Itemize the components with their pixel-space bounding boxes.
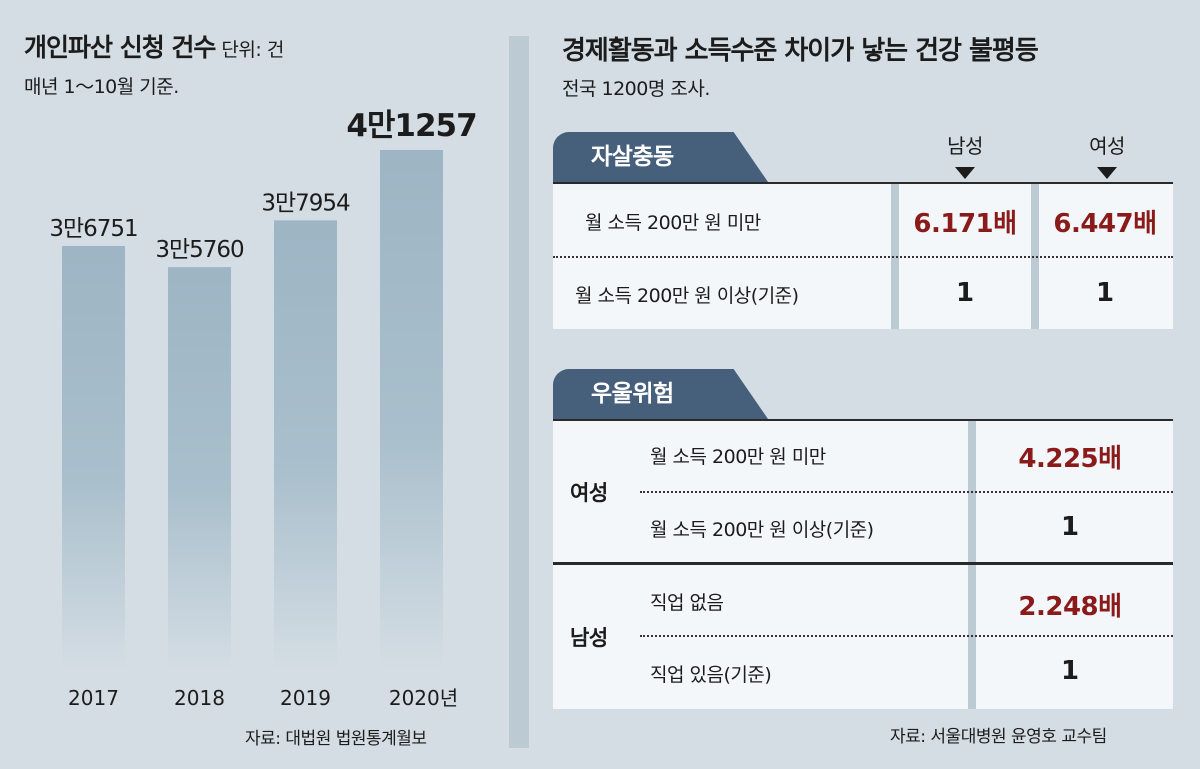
column-header-male: 남성 [947,134,983,158]
column-header-female: 여성 [1089,134,1125,158]
bar-2017 [62,246,125,670]
x-tick-label: 2019 [280,686,331,710]
divider [509,36,529,748]
row-label: 월 소득 200만 원 미만 [650,446,826,468]
table2-value-column [968,421,1173,709]
data-label: 4만1257 [346,108,476,144]
data-label: 3만5760 [155,237,244,263]
x-tick-label: 2020년 [389,686,458,710]
row-divider [553,256,1173,258]
x-tick-label: 2017 [68,686,119,710]
right-source: 자료: 서울대병원 윤영호 교수팀 [890,727,1107,747]
table2-top-rule [553,419,1173,421]
bar-chart: 3만6751 2017 3만5760 2018 3만7954 2019 4만1257 2020… [49,108,477,710]
bar-2019 [274,220,337,670]
chart-title: 개인파산 신청 건수 단위: 건 [24,33,284,62]
row-label: 월 소득 200만 원 이상(기준) [575,285,799,307]
data-label: 3만7954 [261,190,350,216]
table-subtitle: 전국 1200명 조사. [562,78,710,100]
value-cell: 4.225배 [1018,444,1122,474]
triangle-down-icon [1097,167,1117,179]
value-cell: 1 [1060,512,1080,542]
group-separator [553,562,1173,565]
row-label: 직업 없음 [650,592,724,614]
row-label: 직업 있음(기준) [650,664,772,686]
row-divider [640,491,1173,493]
x-tick-label: 2018 [174,686,225,710]
row-label: 월 소득 200만 원 미만 [585,212,761,234]
chart-subtitle: 매년 1～10월 기준. [24,76,179,98]
value-cell: 1 [955,278,975,308]
bar-2018 [168,267,231,670]
table2-label-column [553,421,968,709]
value-cell: 1 [1095,278,1115,308]
group-label-female: 여성 [570,481,608,505]
data-label: 3만6751 [49,216,137,242]
table-title: 경제활동과 소득수준 차이가 낳는 건강 불평등 [562,36,1039,66]
left-source: 자료: 대법원 법원통계월보 [245,729,427,749]
value-cell: 6.171배 [913,209,1017,239]
tab-depression-risk: 우울위험 [553,369,768,419]
value-cell: 2.248배 [1018,592,1122,622]
value-cell: 1 [1060,656,1080,686]
table1-top-rule [553,182,1173,184]
row-divider [640,635,1173,637]
group-label-male: 남성 [570,626,608,650]
triangle-down-icon [955,167,975,179]
value-cell: 6.447배 [1053,209,1157,239]
chart-unit: 단위: 건 [221,39,284,61]
tab-suicidal-impulse: 자살충동 [553,132,768,182]
bar-2020년 [380,150,443,670]
row-label: 월 소득 200만 원 이상(기준) [650,519,874,541]
